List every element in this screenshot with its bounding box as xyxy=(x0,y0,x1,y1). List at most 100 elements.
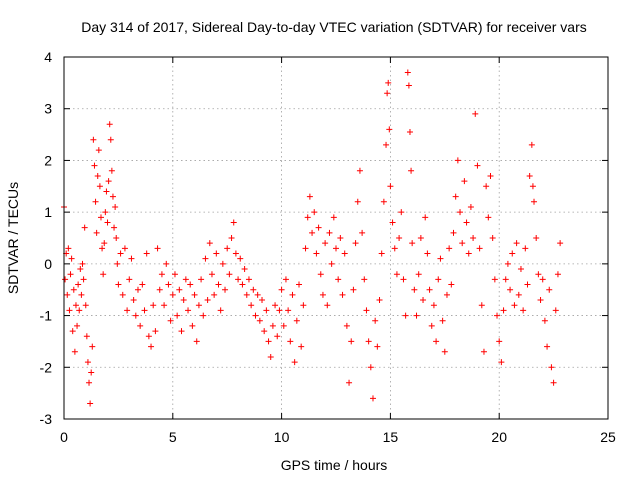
data-point xyxy=(176,286,183,293)
data-point xyxy=(70,286,77,293)
data-point xyxy=(256,317,263,324)
data-point xyxy=(198,276,205,283)
data-point xyxy=(202,255,209,262)
data-point xyxy=(500,307,507,314)
data-point xyxy=(74,322,81,329)
data-point xyxy=(317,271,324,278)
data-point xyxy=(463,219,470,226)
data-point xyxy=(535,271,542,278)
data-point xyxy=(389,219,396,226)
data-point xyxy=(174,312,181,319)
data-point xyxy=(367,364,374,371)
y-axis-label: SDTVAR / TECUs xyxy=(5,182,21,294)
data-point xyxy=(137,322,144,329)
data-point xyxy=(446,245,453,252)
y-tick-label: -2 xyxy=(40,359,53,375)
data-point xyxy=(96,183,103,190)
data-point xyxy=(195,302,202,309)
data-point xyxy=(383,141,390,148)
data-point xyxy=(113,235,120,241)
data-point xyxy=(248,302,255,309)
data-point xyxy=(267,353,274,360)
data-point xyxy=(105,178,112,185)
data-point xyxy=(274,333,281,340)
data-point xyxy=(89,343,96,350)
data-point xyxy=(298,343,305,350)
data-point xyxy=(121,245,128,252)
data-point xyxy=(393,271,400,278)
data-point xyxy=(134,286,141,293)
data-point xyxy=(265,338,272,345)
data-point xyxy=(112,203,119,210)
data-point xyxy=(145,333,152,340)
data-point xyxy=(313,250,320,257)
data-point xyxy=(378,250,385,257)
x-tick-label: 0 xyxy=(60,429,68,445)
data-points xyxy=(61,69,564,407)
data-point xyxy=(404,69,411,76)
data-point xyxy=(326,229,333,236)
data-point xyxy=(254,291,261,298)
data-point xyxy=(372,317,379,324)
data-point xyxy=(507,286,514,293)
data-point xyxy=(533,235,540,241)
x-axis-label: GPS time / hours xyxy=(281,457,388,473)
data-point xyxy=(226,271,233,278)
data-point xyxy=(150,302,157,309)
data-point xyxy=(130,297,137,304)
data-point xyxy=(341,250,348,257)
data-point xyxy=(546,286,553,293)
data-point xyxy=(415,271,422,278)
data-point xyxy=(187,281,194,288)
data-point xyxy=(224,245,231,252)
data-point xyxy=(243,291,250,298)
y-tick-label: 0 xyxy=(44,256,52,272)
data-point xyxy=(250,286,257,293)
data-point xyxy=(402,312,409,319)
data-point xyxy=(237,255,244,262)
data-point xyxy=(106,121,113,128)
x-tick-label: 25 xyxy=(600,429,616,445)
data-point xyxy=(361,276,368,283)
data-point xyxy=(524,281,531,288)
data-point xyxy=(422,214,429,221)
data-point xyxy=(215,281,222,288)
data-point xyxy=(474,162,481,169)
data-point xyxy=(348,338,355,345)
data-point xyxy=(544,343,551,350)
data-point xyxy=(504,260,511,267)
data-point xyxy=(300,302,307,309)
data-point xyxy=(311,209,318,216)
data-point xyxy=(384,90,391,97)
data-point xyxy=(526,172,533,179)
data-point xyxy=(154,245,161,252)
data-point xyxy=(454,157,461,164)
x-tick-label: 5 xyxy=(169,429,177,445)
data-point xyxy=(84,359,91,366)
data-point xyxy=(285,307,292,314)
data-point xyxy=(67,271,74,278)
data-point xyxy=(324,302,331,309)
data-point xyxy=(108,167,115,174)
data-point xyxy=(352,240,359,247)
data-point xyxy=(554,271,561,278)
data-point xyxy=(132,312,139,319)
data-point xyxy=(101,240,108,247)
data-point xyxy=(80,276,87,283)
data-point xyxy=(86,379,93,386)
data-point xyxy=(143,250,150,257)
data-point xyxy=(398,209,405,216)
data-point xyxy=(90,136,97,143)
data-point xyxy=(139,281,146,288)
data-point xyxy=(315,224,322,231)
data-point xyxy=(185,307,192,314)
data-point xyxy=(337,235,344,241)
data-point xyxy=(109,193,116,200)
data-point xyxy=(191,291,198,298)
data-point xyxy=(87,400,94,407)
data-point xyxy=(537,297,544,304)
data-point xyxy=(467,203,474,210)
data-point xyxy=(435,276,442,283)
axis-ticks: 0 5 10 15 20 25 -3 -2 -1 0 1 2 3 4 xyxy=(40,49,616,445)
data-point xyxy=(541,317,548,324)
